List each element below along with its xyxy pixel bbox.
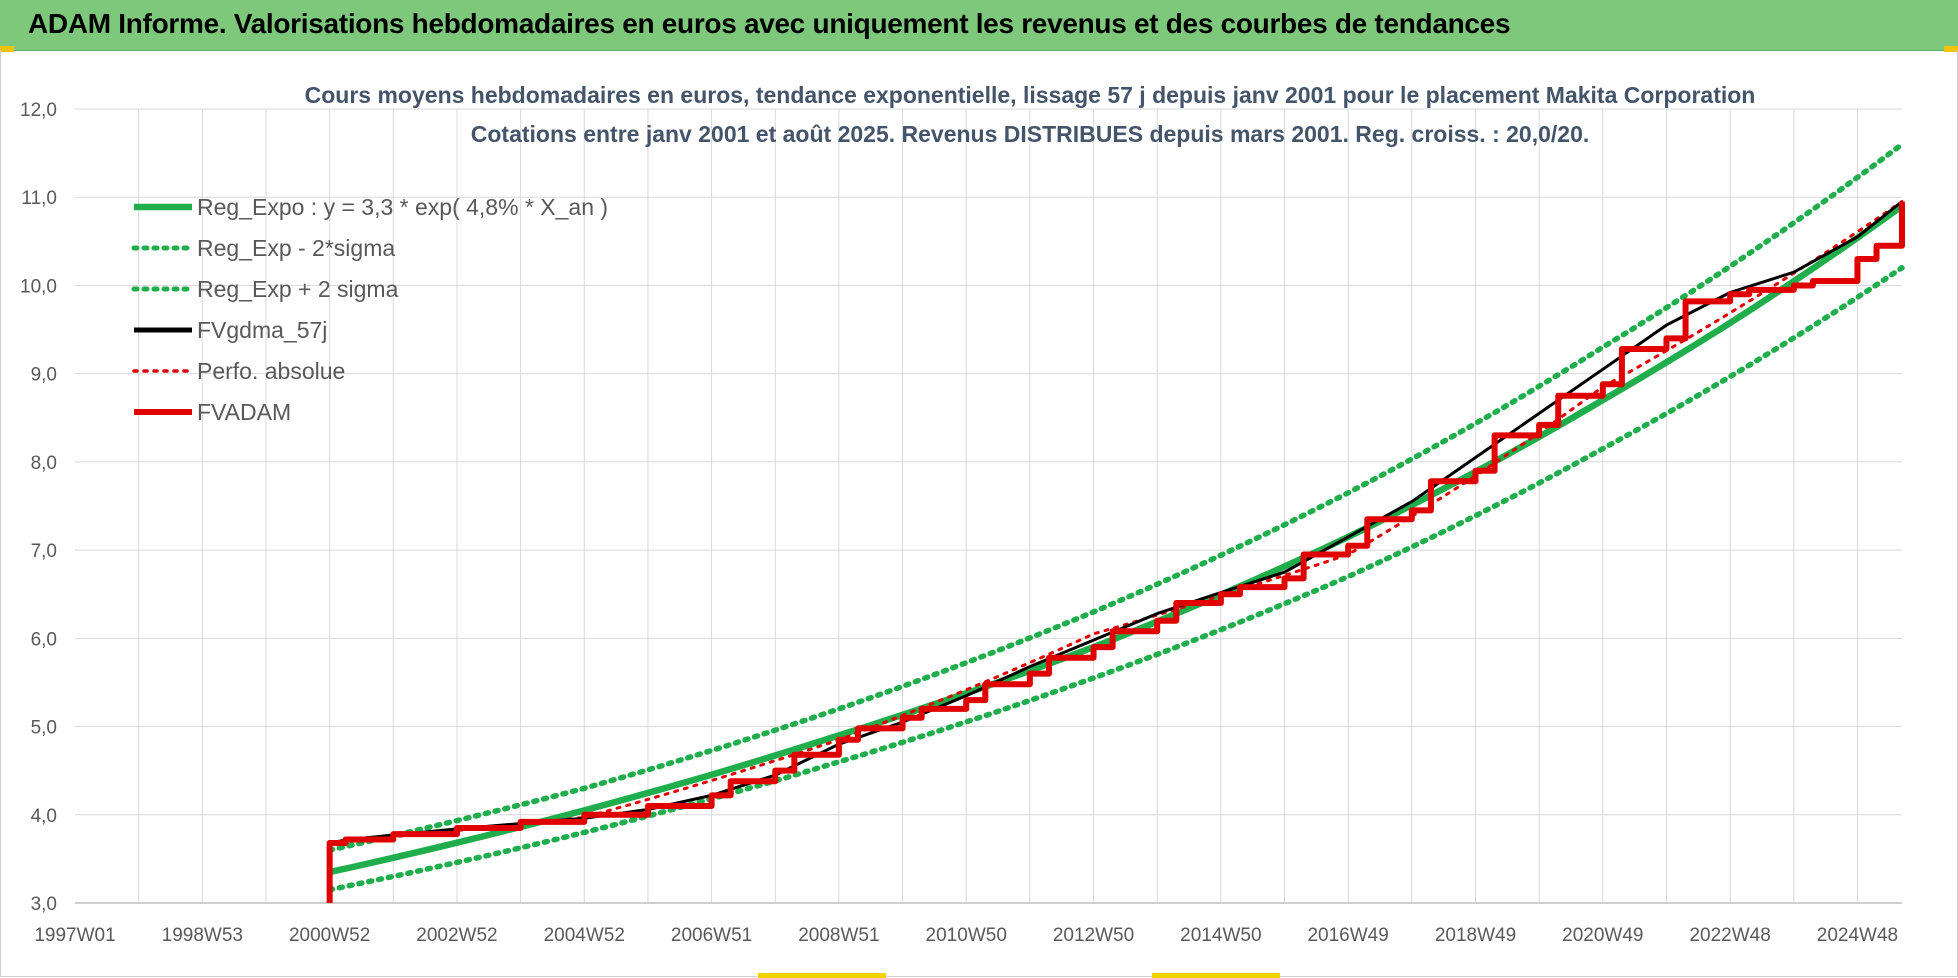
y-tick-label: 9,0 (31, 365, 57, 386)
x-tick-label: 2006W51 (671, 925, 752, 946)
banner-title: ADAM Informe. Valorisations hebdomadaire… (28, 8, 1511, 39)
x-tick-label: 2012W50 (1053, 925, 1134, 946)
x-tick-label: 2022W48 (1689, 925, 1770, 946)
series-layer (326, 141, 1905, 903)
x-tick-label: 2002W52 (416, 925, 497, 946)
legend-label: FVgdma_57j (197, 317, 327, 343)
y-tick-label: 8,0 (31, 453, 57, 474)
x-tick-label: 1997W01 (34, 925, 115, 946)
legend-label: Reg_Exp - 2*sigma (197, 235, 395, 261)
y-tick-label: 11,0 (21, 188, 57, 209)
series-line (326, 141, 1905, 853)
x-tick-label: 2018W49 (1435, 925, 1516, 946)
legend-label: Perfo. absolue (197, 358, 345, 384)
x-tick-label: 1998W53 (162, 925, 243, 946)
x-tick-label: 2014W50 (1180, 925, 1261, 946)
x-tick-label: 2000W52 (289, 925, 370, 946)
legend: Reg_Expo : y = 3,3 * exp( 4,8% * X_an ) R… (131, 194, 608, 425)
banner: ADAM Informe. Valorisations hebdomadaire… (0, 0, 1958, 51)
legend-label: FVADAM (197, 399, 291, 425)
y-tick-label: 4,0 (31, 806, 57, 827)
x-tick-label: 2020W49 (1562, 925, 1643, 946)
y-tick-label: 7,0 (31, 541, 57, 562)
banner-corner-left (0, 46, 14, 52)
bottom-marker-2 (1152, 973, 1280, 978)
legend-label: Reg_Expo : y = 3,3 * exp( 4,8% * X_an ) (197, 194, 608, 220)
series-line (326, 265, 1905, 893)
y-tick-label: 10,0 (20, 276, 57, 297)
x-tick-label: 2008W51 (798, 925, 879, 946)
series-line (326, 201, 1905, 903)
y-tick-label: 5,0 (31, 718, 57, 739)
x-tick-label: 2016W49 (1307, 925, 1388, 946)
legend-label: Reg_Exp + 2 sigma (197, 276, 399, 302)
y-tick-label: 3,0 (31, 894, 57, 915)
y-tick-label: 6,0 (31, 629, 57, 650)
x-tick-label: 2004W52 (544, 925, 625, 946)
chart-title: Cours moyens hebdomadaires en euros, ten… (305, 82, 1756, 108)
x-tick-label: 2010W50 (926, 925, 1007, 946)
x-tick-label: 2024W48 (1817, 925, 1898, 946)
y-tick-label: 12,0 (20, 100, 57, 121)
grid-layer (75, 108, 1902, 904)
bottom-marker-1 (758, 973, 886, 978)
chart-subtitle: Cotations entre janv 2001 et août 2025. … (471, 121, 1590, 147)
banner-corner-right (1944, 46, 1958, 52)
axis-layer: 3,0 4,0 5,0 6,0 7,0 8,0 9,0 10,0 11,0 12,0 1997W01… (20, 100, 1902, 946)
